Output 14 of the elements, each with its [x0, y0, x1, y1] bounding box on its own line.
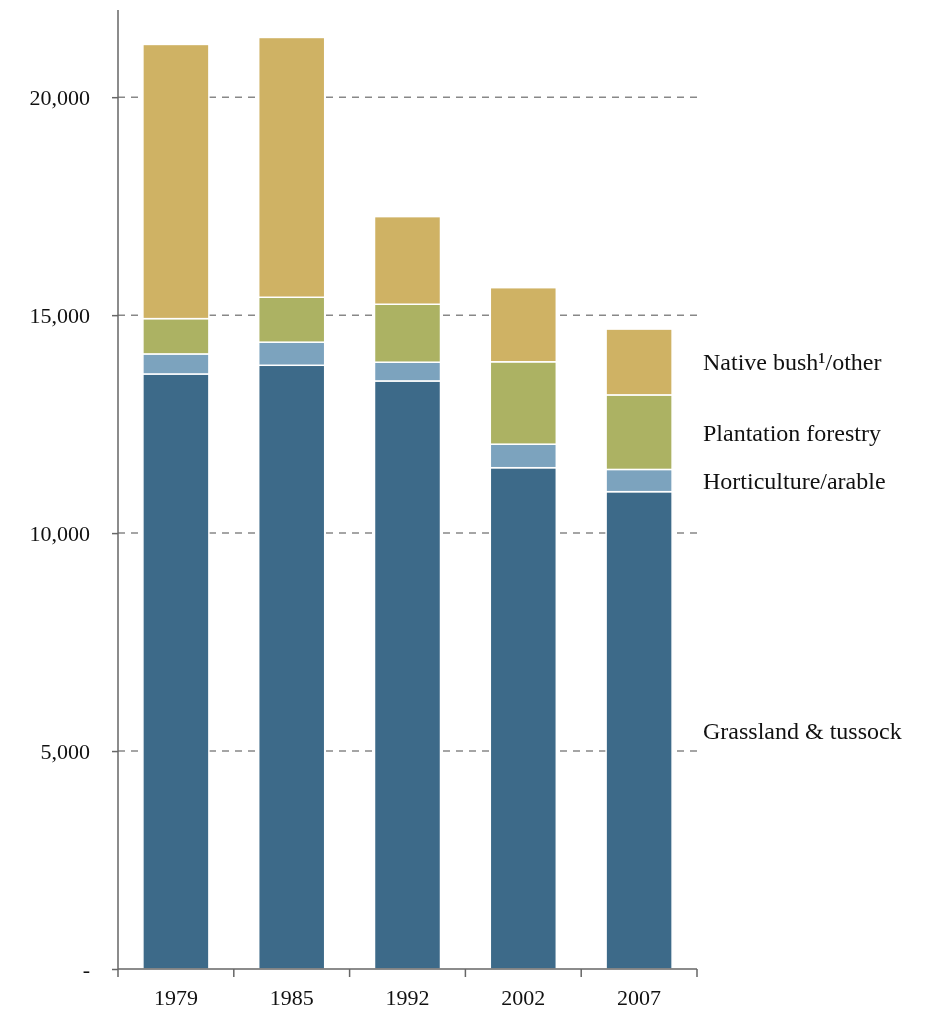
x-tick-label: 2007	[617, 984, 662, 1010]
series-label: Horticulture/arable	[703, 467, 886, 494]
x-tick-label: 1985	[269, 984, 314, 1010]
x-tick-label: 1992	[385, 984, 430, 1010]
y-tick-label: 5,000	[40, 738, 90, 764]
x-tick-label: 2002	[501, 984, 546, 1010]
x-tick-label: 1979	[153, 984, 198, 1010]
y-tick-label: 20,000	[29, 84, 90, 110]
series-label: Plantation forestry	[703, 419, 881, 446]
series-label: Grassland & tussock	[703, 717, 902, 744]
y-tick-label: 15,000	[29, 302, 90, 328]
y-tick-label: -	[82, 956, 90, 982]
series-label: Native bush¹/other	[703, 349, 882, 376]
y-tick-label: 10,000	[29, 520, 90, 546]
